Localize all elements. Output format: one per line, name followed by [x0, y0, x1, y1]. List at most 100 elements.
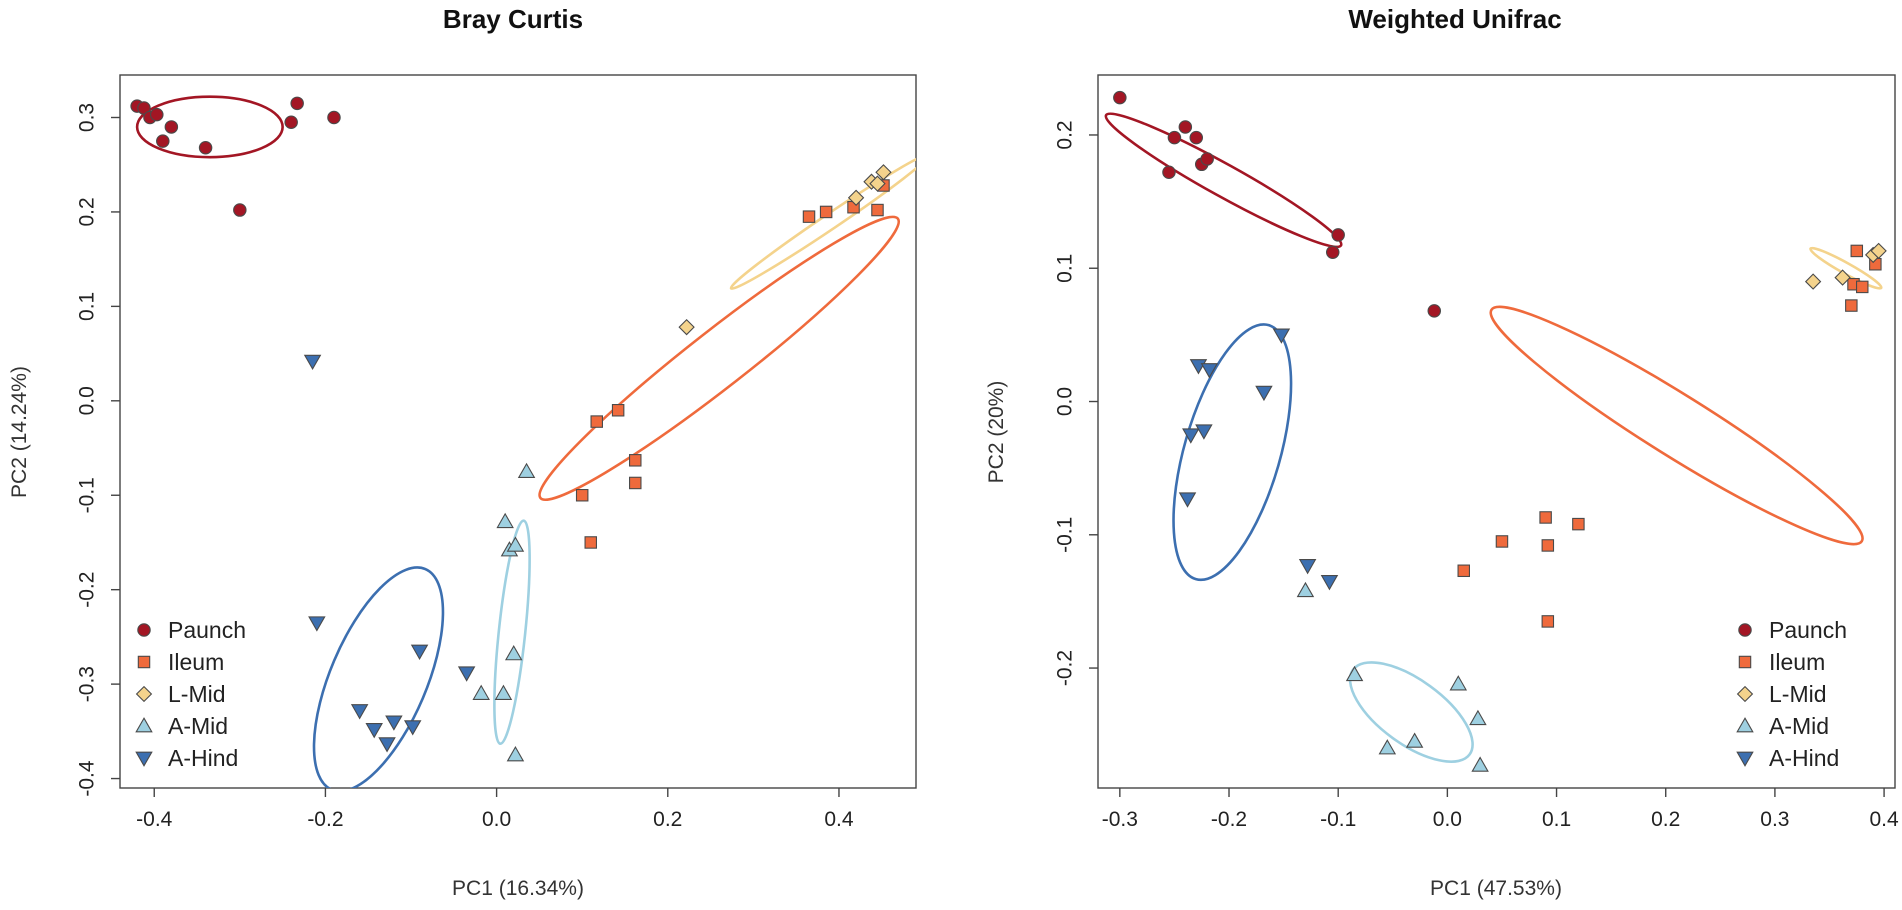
point-ileum — [1850, 244, 1864, 258]
y-tick-label: 0.1 — [1054, 254, 1077, 283]
legend-label-ahind: A-Hind — [168, 745, 238, 771]
point-ileum — [584, 536, 598, 549]
point-ileum — [819, 205, 833, 219]
y-tick-label: -0.3 — [76, 666, 99, 702]
ellipse-ahind — [312, 566, 445, 788]
point-amid — [517, 462, 536, 479]
legend-marker-ileum — [137, 655, 151, 669]
legend-label-ileum: Ileum — [1769, 649, 1825, 675]
point-amid — [496, 512, 514, 529]
y-tick-label: 0.3 — [76, 103, 99, 132]
point-ileum — [1539, 511, 1552, 524]
legend-weighted-unifrac: Paunch Ileum L-Mid A-Mid A-Hind — [1736, 617, 1847, 771]
point-ileum — [1572, 517, 1585, 531]
x-tick-label: -0.4 — [136, 808, 173, 831]
x-tick-label: 0.2 — [1651, 808, 1680, 831]
legend-marker-ileum — [1738, 655, 1752, 669]
point-paunch — [1325, 245, 1340, 260]
point-amid — [1378, 739, 1397, 755]
point-paunch — [1189, 130, 1204, 145]
point-ahind — [403, 720, 422, 736]
ellipse-paunch — [135, 95, 284, 159]
x-tick-label: 0.1 — [1542, 808, 1571, 831]
point-ahind — [1182, 428, 1200, 444]
legend-bray-curtis: Paunch Ileum L-Mid A-Mid A-Hind — [135, 617, 246, 771]
axis-ticks-weighted-unifrac: -0.3 -0.2 -0.1 0.0 0.1 0.2 0.3 0.4 -0.2 -0.1 0.0 0.… — [1054, 120, 1899, 831]
point-paunch — [1200, 152, 1214, 166]
point-ahind — [1195, 424, 1213, 440]
point-paunch — [137, 101, 151, 115]
point-amid — [1345, 665, 1364, 682]
y-tick-label: -0.1 — [1054, 517, 1077, 553]
legend-label-ahind: A-Hind — [1769, 745, 1839, 771]
point-paunch — [198, 140, 213, 155]
legend-marker-amid — [135, 717, 153, 733]
point-amid — [506, 536, 525, 552]
point-amid — [504, 644, 523, 661]
legend-marker-ahind — [135, 751, 153, 767]
y-axis-label-bray-curtis: PC2 (14.24%) — [8, 366, 31, 498]
point-ahind — [365, 723, 383, 739]
point-ahind — [303, 354, 322, 371]
point-paunch — [1427, 304, 1442, 318]
point-amid — [1469, 709, 1487, 726]
plot-frame-weighted-unifrac — [1097, 74, 1896, 789]
y-tick-label: -0.2 — [1054, 650, 1077, 686]
point-amid — [1471, 756, 1489, 772]
x-tick-label: 0.4 — [824, 808, 854, 831]
ellipses-weighted-unifrac — [1104, 112, 1883, 763]
x-tick-label: -0.3 — [1102, 808, 1138, 831]
y-tick-label: -0.2 — [76, 572, 99, 608]
legend-label-ileum: Ileum — [168, 649, 224, 675]
y-tick-label: 0.2 — [1054, 120, 1077, 149]
point-ahind — [1272, 328, 1291, 344]
point-amid — [1405, 732, 1424, 748]
legend-label-amid: A-Mid — [168, 713, 228, 739]
point-amid — [494, 684, 513, 700]
points-weighted-unifrac — [1113, 90, 1887, 772]
legend-label-paunch: Paunch — [168, 617, 246, 643]
point-lmid — [869, 175, 886, 192]
point-ahind — [378, 737, 396, 753]
points-bray-curtis — [130, 96, 892, 762]
point-ileum — [629, 454, 642, 467]
x-tick-label: -0.2 — [307, 808, 343, 831]
legend-label-paunch: Paunch — [1769, 617, 1847, 643]
point-paunch — [156, 134, 170, 148]
x-tick-label: 0.0 — [1433, 808, 1462, 831]
point-amid — [506, 746, 525, 762]
y-tick-label: -0.4 — [76, 760, 99, 797]
point-paunch — [1178, 120, 1193, 134]
ellipse-paunch — [1104, 112, 1343, 249]
point-ahind — [1298, 559, 1317, 575]
point-ileum — [1541, 615, 1555, 628]
ellipse-amid — [493, 519, 531, 745]
point-paunch — [1162, 165, 1176, 180]
point-lmid — [875, 164, 892, 181]
legend-marker-paunch — [137, 623, 151, 637]
point-ahind — [350, 704, 369, 720]
point-ahind — [1189, 359, 1208, 375]
point-lmid — [847, 189, 865, 206]
point-ileum — [590, 415, 603, 428]
point-ileum — [575, 488, 589, 502]
y-axis-label-weighted-unifrac: PC2 (20%) — [985, 381, 1008, 484]
point-amid — [1296, 581, 1315, 598]
point-amid — [472, 684, 490, 700]
y-tick-label: 0.0 — [1054, 387, 1077, 416]
x-tick-label: 0.4 — [1869, 808, 1899, 831]
point-ileum — [1457, 564, 1470, 578]
point-ileum — [1855, 280, 1869, 294]
weighted-unifrac-panel: Weighted Unifrac -0.3 -0.2 -0.1 0.0 0.1 0.2 0.… — [985, 4, 1899, 900]
chart-title-bray-curtis: Bray Curtis — [443, 4, 583, 34]
point-ileum — [802, 210, 816, 223]
legend-label-amid: A-Mid — [1769, 713, 1829, 739]
point-ileum — [1541, 539, 1555, 552]
legend-marker-amid — [1736, 717, 1754, 733]
x-tick-label: 0.0 — [482, 808, 511, 831]
legend-marker-paunch — [1738, 623, 1752, 637]
ellipse-ahind — [1172, 323, 1293, 582]
point-ileum — [871, 203, 884, 217]
plot-frame-bray-curtis — [119, 74, 917, 789]
legend-marker-lmid — [1736, 685, 1754, 703]
